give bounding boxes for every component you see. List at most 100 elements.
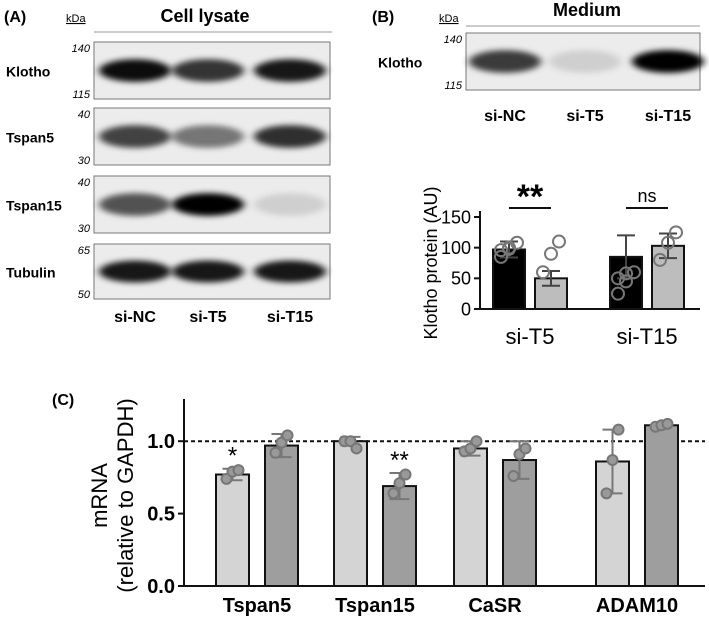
bar-tspan5 (215, 473, 250, 587)
panel-a-band (99, 59, 171, 82)
data-point (281, 429, 294, 442)
data-point (232, 464, 245, 477)
panel-a-band (172, 125, 244, 148)
panel-c-label: (C) (52, 392, 74, 409)
panel-a-mw-top: 65 (78, 245, 91, 257)
y-tick-label: 1.0 (147, 431, 175, 453)
panel-c: (C) 0.0 0.5 1.0 mRNA (relative to GAPDH) * Tsp… (52, 392, 705, 617)
data-point (544, 246, 558, 261)
data-point (606, 454, 619, 467)
data-point (494, 249, 508, 264)
panel-a: (A) kDa Cell lysate Klotho 140 115 Tspan5 40… (4, 6, 332, 326)
panel-b-lane-label: si-T15 (645, 108, 691, 125)
data-point (669, 225, 683, 240)
panel-a-blot-tubulin: Tubulin 65 50 (6, 243, 331, 301)
y-tick-label: 150 (441, 207, 471, 227)
y-tick-label: 0.5 (147, 504, 175, 526)
data-point (536, 265, 550, 280)
data-point (552, 234, 566, 249)
panel-a-mw-bottom: 115 (72, 89, 90, 101)
data-point (653, 252, 667, 267)
data-point (619, 266, 633, 281)
panel-a-band (254, 260, 326, 283)
mrna-chart: 0.0 0.5 1.0 mRNA (relative to GAPDH) * Tspan5 *… (87, 398, 705, 617)
data-point (611, 286, 625, 301)
panel-a-blot-tspan15: Tspan15 40 30 (6, 175, 331, 235)
panel-a-mw-top: 140 (72, 43, 91, 55)
y-tick-label: 0 (461, 299, 471, 319)
panel-a-title: Cell lysate (160, 6, 249, 26)
bar-tspan5 (264, 444, 299, 587)
y-tick-label: 100 (441, 238, 471, 258)
panel-a-mw-top: 40 (78, 109, 91, 121)
panel-a-blot-tspan5: Tspan5 40 30 (6, 107, 331, 167)
bar-casr (502, 459, 537, 587)
panel-a-blot-label: Tspan15 (6, 198, 62, 214)
panel-b-lane-label: si-T5 (566, 108, 603, 125)
panel-a-lane-label: si-NC (114, 309, 156, 326)
group-label: Tspan5 (223, 595, 292, 617)
panel-a-band (99, 193, 171, 216)
significance-marker: * (228, 443, 237, 470)
group-label: CaSR (468, 595, 522, 617)
data-point (387, 487, 400, 500)
panel-a-lane-labels: si-NC si-T5 si-T15 (114, 309, 313, 326)
data-point (612, 423, 625, 436)
panel-b-lane-labels: si-NC si-T5 si-T15 (484, 108, 691, 125)
data-point (470, 435, 483, 448)
panel-b-kda-label: kDa (439, 13, 459, 25)
y-tick-label: 50 (451, 269, 471, 289)
data-point (519, 442, 532, 455)
panel-a-blot-label: Tubulin (6, 265, 56, 281)
data-point (502, 240, 516, 255)
panel-a-band (172, 193, 244, 216)
data-point (507, 469, 520, 482)
panel-b-band (632, 50, 704, 73)
panel-b-band (469, 50, 541, 73)
bar-casr (453, 447, 488, 587)
panel-a-band (254, 125, 326, 148)
bar-tspan15 (333, 440, 368, 588)
y-axis-label: Klotho protein (AU) (421, 186, 441, 339)
panel-a-band (254, 59, 326, 82)
panel-b-mw-top: 140 (444, 34, 463, 46)
data-point (661, 417, 674, 430)
panel-a-band (254, 193, 326, 216)
data-point (350, 442, 363, 455)
data-point (600, 487, 613, 500)
panel-a-blot-label: Tspan5 (6, 130, 54, 146)
panel-a-band (172, 59, 244, 82)
group-label: Tspan15 (335, 595, 415, 617)
panel-b-title: Medium (553, 0, 621, 20)
panel-a-band (99, 125, 171, 148)
panel-a-band (99, 260, 171, 283)
data-point (399, 468, 412, 481)
group-label: ADAM10 (596, 595, 678, 617)
data-point (393, 477, 406, 490)
panel-a-blot-klotho: Klotho 140 115 (6, 41, 331, 101)
y-axis-label: mRNA (87, 463, 112, 528)
panel-a-mw-top: 40 (78, 177, 91, 189)
data-point (269, 446, 282, 459)
panel-a-mw-bottom: 30 (78, 223, 91, 235)
panel-a-mw-bottom: 30 (78, 155, 91, 167)
group-label: si-T5 (506, 324, 555, 349)
data-point (619, 274, 633, 289)
panel-a-mw-bottom: 50 (78, 289, 91, 301)
panel-a-band (172, 260, 244, 283)
significance-marker: ** (517, 178, 544, 216)
panel-a-lane-label: si-T5 (189, 309, 226, 326)
y-axis-label-secondary: (relative to GAPDH) (113, 398, 138, 592)
data-point (494, 243, 508, 258)
data-point (627, 265, 641, 280)
bar-tspan15 (382, 485, 417, 588)
panel-a-blots: Klotho 140 115 Tspan5 40 30 Tspan15 40 30 Tubulin… (6, 41, 331, 301)
bar-adam10 (644, 424, 679, 587)
panel-a-blot-label: Klotho (6, 64, 50, 80)
panel-a-lane-label: si-T15 (267, 309, 313, 326)
panel-b-blot-klotho: Klotho 140 115 (378, 32, 704, 92)
panel-b-mw-bottom: 115 (444, 80, 462, 92)
